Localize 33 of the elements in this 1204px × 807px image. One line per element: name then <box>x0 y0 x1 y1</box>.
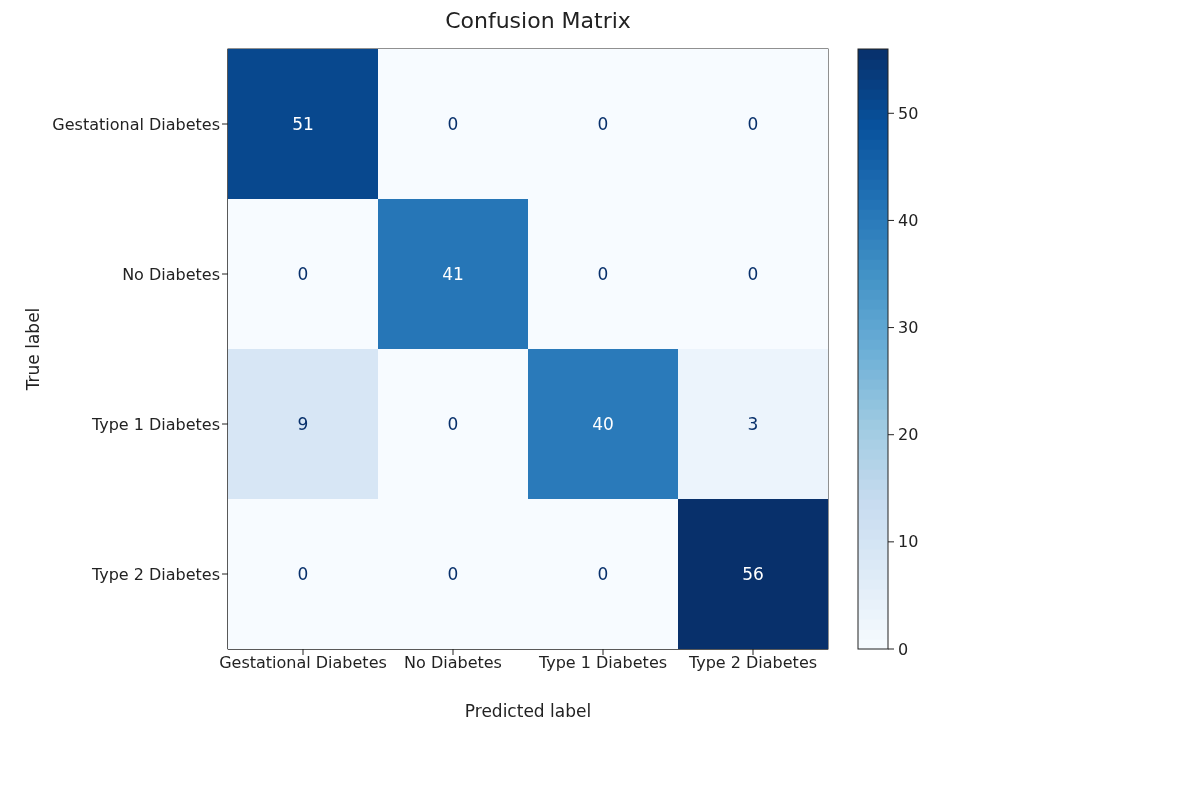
data-label: 0 <box>297 564 309 584</box>
data-label: 0 <box>597 114 609 134</box>
data-label: 0 <box>747 264 759 284</box>
color-bar-label: 10 <box>898 532 919 552</box>
data-label: 0 <box>747 114 759 134</box>
color-bar-label: 0 <box>898 639 909 659</box>
color-bar-label: 40 <box>898 210 919 230</box>
data-label: 9 <box>297 414 309 434</box>
x-tick-label: Type 2 Diabetes <box>687 653 818 673</box>
data-label: 0 <box>447 114 459 134</box>
x-tick-label: No Diabetes <box>404 653 502 673</box>
x-tick-label: Type 1 Diabetes <box>537 653 668 673</box>
x-axis-title: Predicted label <box>464 701 592 721</box>
data-label: 40 <box>592 414 614 434</box>
color-bar-label: 30 <box>898 318 919 338</box>
data-label: 0 <box>297 264 309 284</box>
data-label: 3 <box>747 414 759 434</box>
color-bar-label: 50 <box>898 103 919 123</box>
x-tick-label: Gestational Diabetes <box>219 653 387 673</box>
y-tick-label: Type 1 Diabetes <box>90 414 220 434</box>
data-label: 0 <box>597 564 609 584</box>
data-label: 0 <box>597 264 609 284</box>
y-tick-label: Gestational Diabetes <box>52 114 220 134</box>
y-tick-label: Type 2 Diabetes <box>90 564 220 584</box>
data-label: 56 <box>742 564 764 584</box>
y-tick-label: No Diabetes <box>122 264 220 284</box>
color-bar-label: 20 <box>898 425 919 445</box>
data-label: 41 <box>442 264 464 284</box>
y-axis-title: True label <box>23 307 44 392</box>
data-label: 0 <box>447 564 459 584</box>
chart-title: Confusion Matrix <box>445 8 631 33</box>
data-label: 0 <box>447 414 459 434</box>
data-label: 51 <box>292 114 314 134</box>
